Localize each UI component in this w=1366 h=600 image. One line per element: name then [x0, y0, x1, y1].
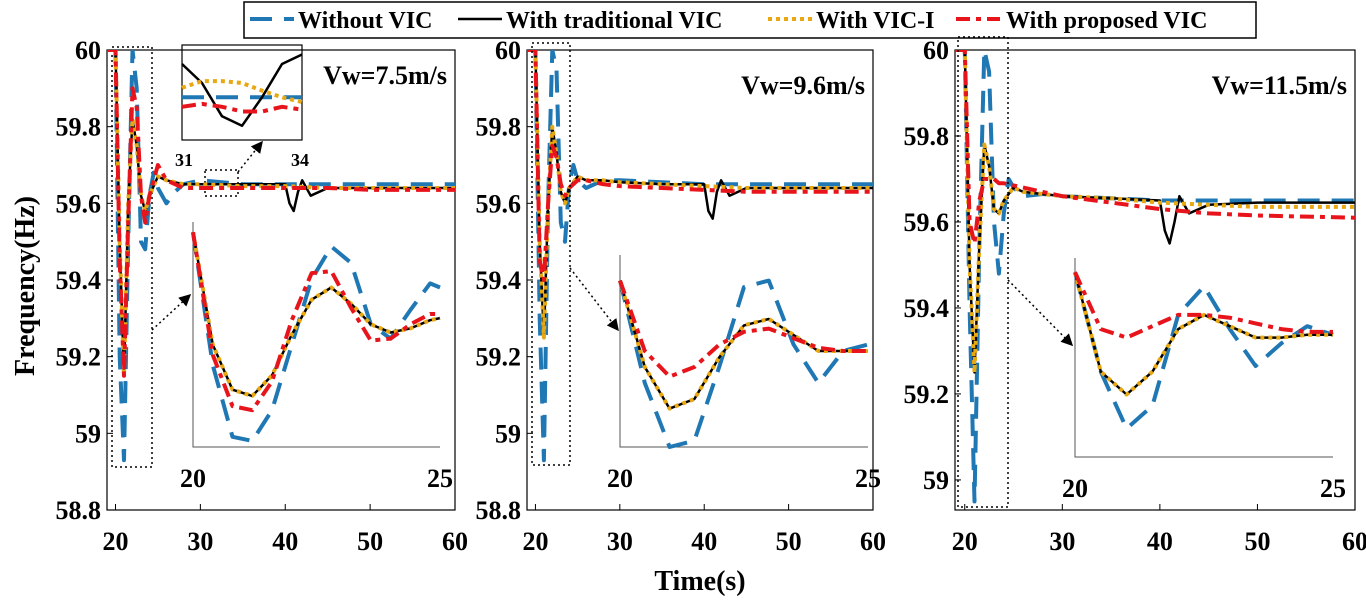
y-tick-label: 58.8	[476, 496, 522, 525]
inset-axes	[1074, 258, 1333, 458]
small-inset-series-with-proposed-vic	[181, 101, 303, 114]
inset-series-with-proposed-vic	[1073, 271, 1333, 340]
inset-x-tick-label: 25	[855, 464, 881, 493]
x-tick-label: 30	[187, 527, 213, 556]
zoom-arrow	[569, 267, 619, 332]
inset-series-with-proposed-vic	[191, 231, 440, 413]
legend-label-traditional-vic: With traditional VIC	[506, 8, 722, 34]
y-tick-label: 59.8	[56, 113, 102, 142]
zoom-inset-2: 20 25	[607, 255, 881, 493]
series-group	[955, 50, 1355, 504]
inset-series-with-proposed-vic	[618, 279, 868, 379]
inset-x-tick-label: 20	[1062, 474, 1088, 503]
series-group	[107, 50, 455, 463]
legend: Without VIC With traditional VIC With VI…	[243, 1, 1257, 39]
x-tick-label: 30	[1049, 527, 1075, 556]
y-tick-label: 59.4	[904, 294, 950, 323]
inset-axes	[192, 222, 440, 448]
x-tick-label: 40	[1147, 527, 1173, 556]
y-tick-label: 59.2	[476, 343, 522, 372]
x-tick-label: 30	[607, 527, 633, 556]
series-line-with-proposed-vic	[955, 50, 1355, 246]
x-tick-label: 20	[102, 527, 128, 556]
x-tick-label: 20	[522, 527, 548, 556]
y-tick-label: 59.6	[56, 189, 102, 218]
small-zoom-arrow	[237, 140, 263, 173]
inset-x-tick-label: 25	[427, 464, 453, 493]
inset-axes	[619, 255, 868, 448]
chart-panel-2: 58.8 59 59.2 59.4 59.6 59.8 60 20 30 40 50 60 Vw=9.6…	[476, 36, 887, 556]
series-line-with-proposed-vic	[527, 50, 873, 282]
small-inset-end-label: 34	[291, 150, 309, 170]
x-tick-label: 60	[860, 527, 886, 556]
x-tick-label: 50	[357, 527, 383, 556]
inset-series-with-vic-i	[1073, 271, 1333, 397]
y-tick-label: 58.8	[56, 496, 102, 525]
y-tick-label: 59.6	[904, 208, 950, 237]
x-tick-label: 20	[952, 527, 978, 556]
panel-title: Vw=11.5m/s	[1212, 71, 1347, 100]
chart-panel-3: 59 59.2 59.4 59.6 59.8 60 20 30 40 50 60 Vw=11.5m/s	[904, 36, 1366, 556]
legend-label-vic-i: With VIC-I	[816, 8, 934, 34]
legend-box	[243, 1, 1257, 39]
series-line-without-vic	[527, 50, 873, 463]
y-tick-label: 59	[495, 419, 521, 448]
small-inset-series-with-traditional-vic	[181, 53, 303, 128]
y-axis-label: Frequency(Hz)	[10, 196, 41, 376]
series-line-with-vic-i	[955, 50, 1355, 375]
y-tick-label: 59.8	[904, 122, 950, 151]
y-tick-label: 59.8	[476, 113, 522, 142]
axes-frame	[526, 49, 874, 511]
y-tick-label: 59.4	[56, 266, 102, 295]
inset-x-tick-label: 20	[607, 464, 633, 493]
small-inset: 31 34	[175, 44, 309, 197]
y-tick-label: 59.4	[476, 266, 522, 295]
zoom-region-marker	[957, 36, 1009, 508]
x-tick-label: 50	[1244, 527, 1270, 556]
panel-title: Vw=9.6m/s	[741, 71, 865, 100]
y-tick-label: 59.2	[56, 343, 102, 372]
y-tick-label: 59.2	[904, 380, 950, 409]
y-tick-label: 59	[923, 466, 949, 495]
small-inset-start-label: 31	[175, 150, 193, 170]
chart-panel-1: 58.8 59 59.2 59.4 59.6 59.8 60 20 30 40 50 60 Vw=7.5…	[56, 36, 469, 556]
inset-series-with-traditional-vic	[191, 231, 441, 398]
inset-series-with-vic-i	[191, 231, 441, 398]
x-tick-label: 40	[272, 527, 298, 556]
x-tick-label: 60	[1342, 527, 1366, 556]
x-tick-label: 50	[776, 527, 802, 556]
inset-x-tick-label: 25	[1320, 474, 1346, 503]
legend-label-without-vic: Without VIC	[298, 8, 432, 34]
zoom-inset-1: 20 25	[180, 222, 453, 493]
x-tick-label: 60	[442, 527, 468, 556]
axes-frame	[954, 49, 1356, 511]
zoom-arrow	[1007, 279, 1074, 347]
inset-series-without-vic	[191, 231, 441, 443]
zoom-inset-3: 20 25	[1062, 258, 1346, 503]
panel-title: Vw=7.5m/s	[323, 61, 447, 90]
legend-label-proposed-vic: With proposed VIC	[1006, 8, 1207, 34]
y-tick-label: 59.6	[476, 189, 522, 218]
y-tick-label: 60	[75, 36, 101, 65]
inset-series-without-vic	[1073, 271, 1334, 431]
y-tick-label: 60	[495, 36, 521, 65]
y-tick-label: 59	[75, 419, 101, 448]
series-line-without-vic	[955, 50, 1355, 504]
x-tick-label: 40	[691, 527, 717, 556]
x-axis-label: Time(s)	[654, 566, 745, 597]
inset-series-with-vic-i	[618, 280, 868, 411]
series-group	[527, 50, 873, 463]
zoom-region-marker	[111, 46, 153, 468]
inset-series-without-vic	[618, 278, 869, 449]
inset-x-tick-label: 20	[180, 464, 206, 493]
series-line-with-proposed-vic	[107, 50, 455, 378]
y-tick-label: 60	[923, 36, 949, 65]
zoom-arrow	[151, 293, 192, 331]
series-line-with-vic-i	[527, 50, 873, 340]
